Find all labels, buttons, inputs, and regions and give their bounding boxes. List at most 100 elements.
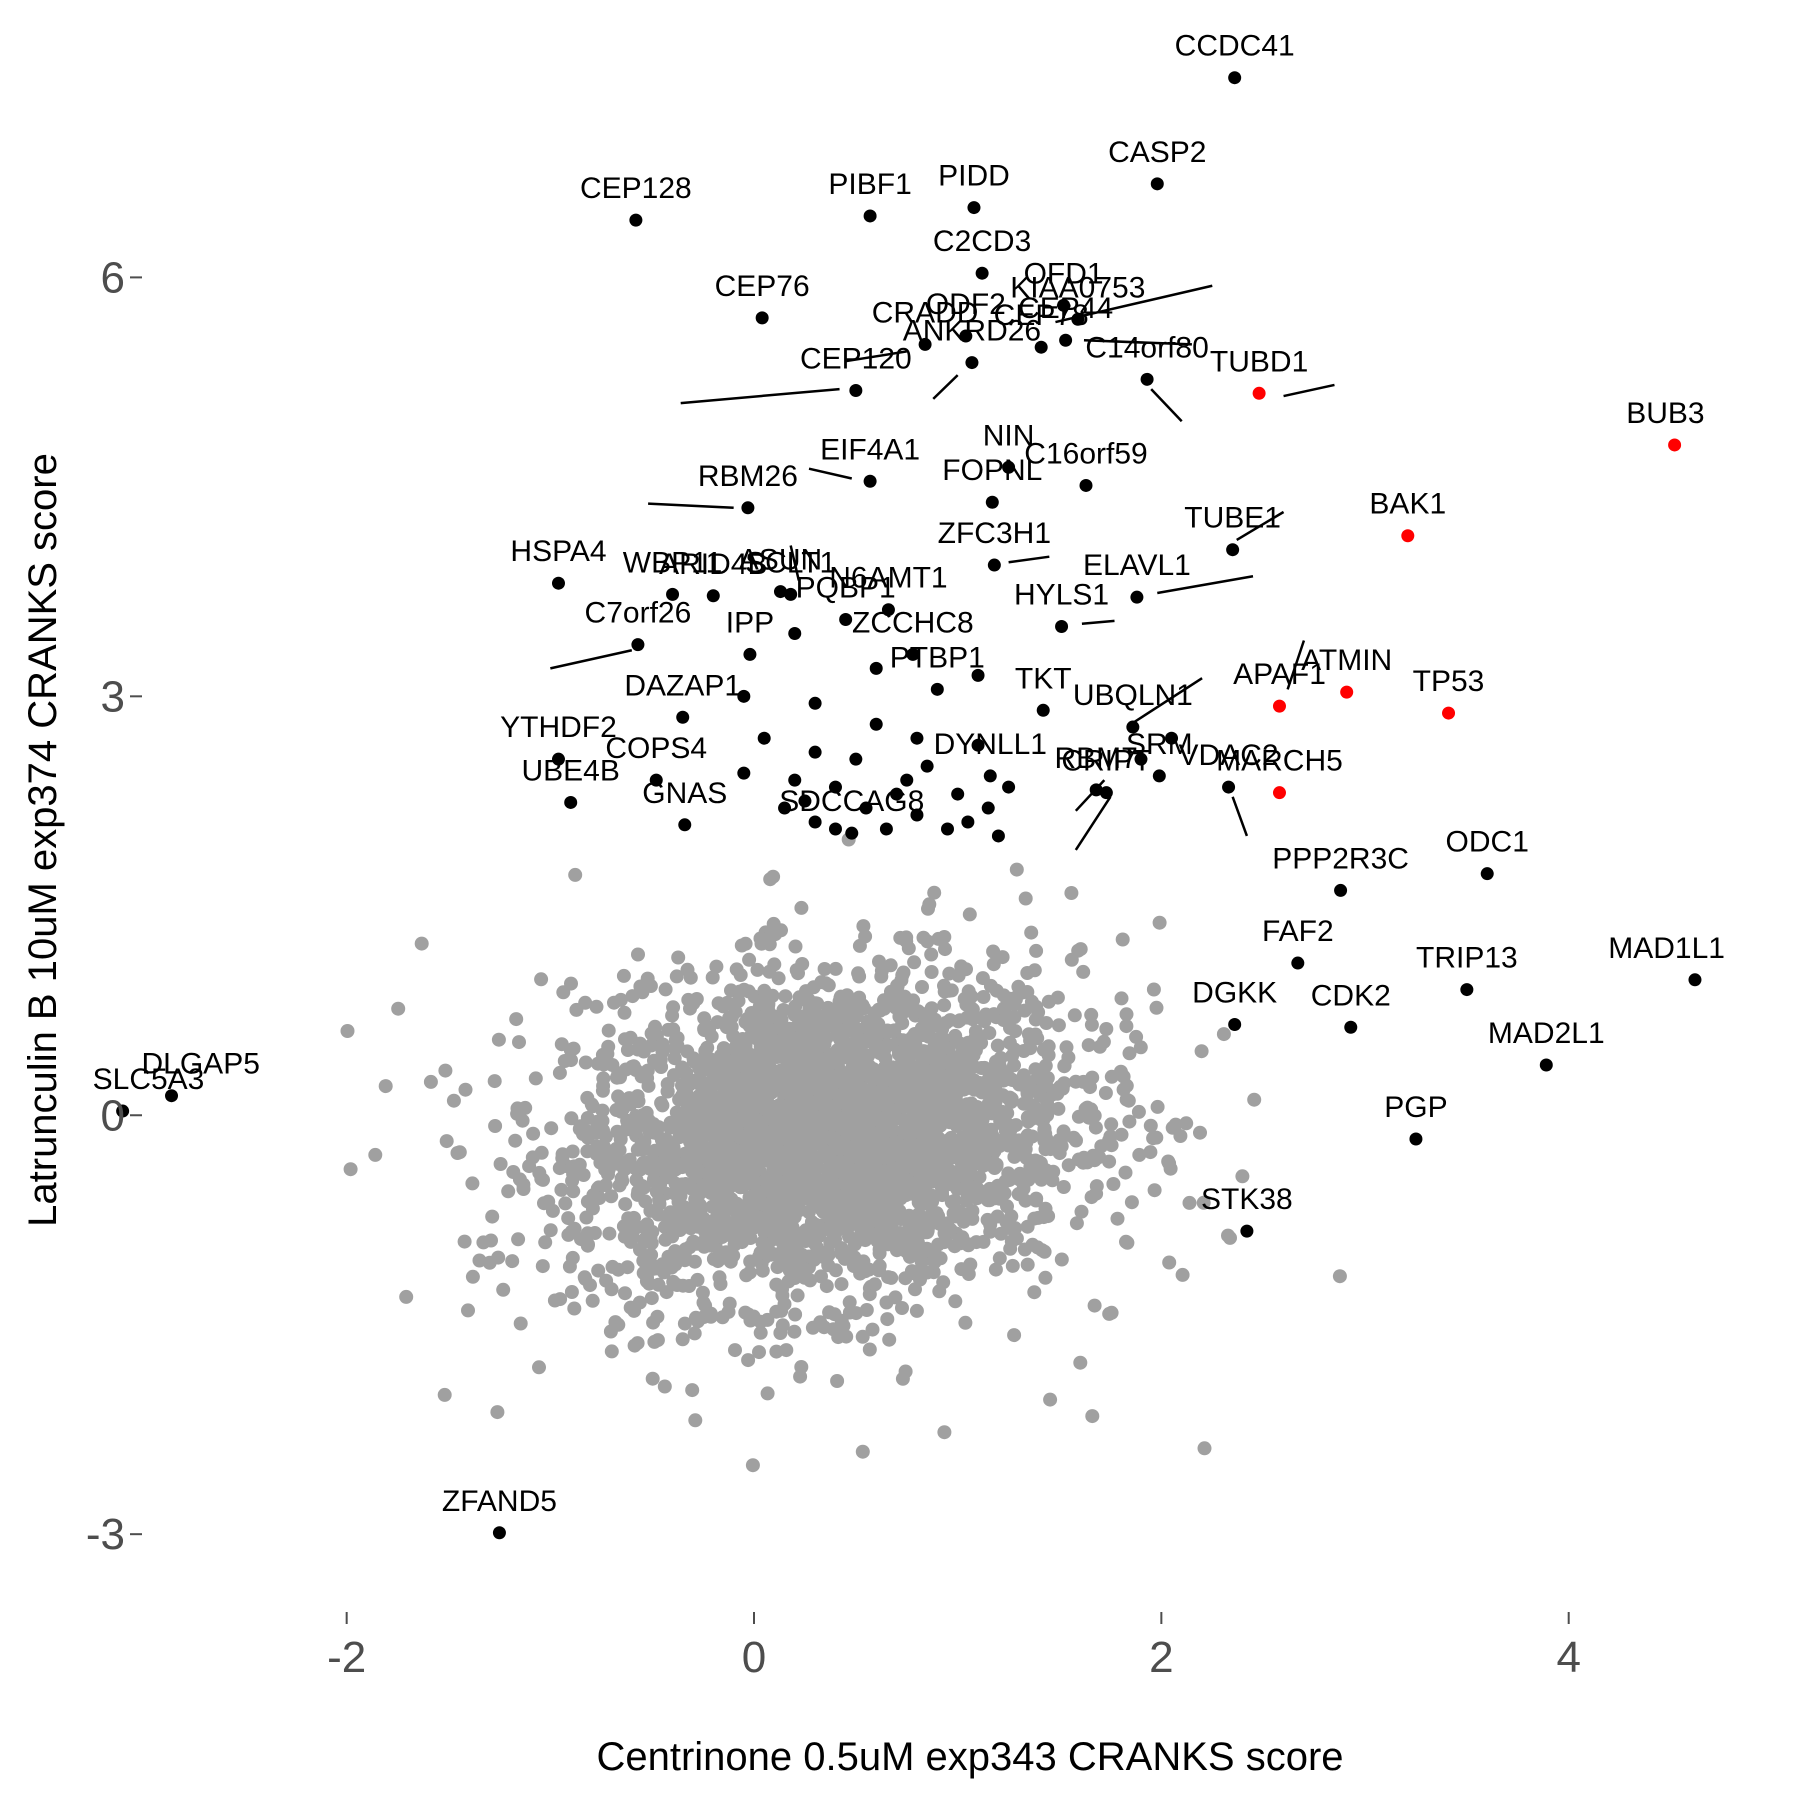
gene-label-bub3: BUB3: [1626, 397, 1704, 430]
background-point: [830, 1374, 845, 1388]
background-point: [1197, 1441, 1212, 1456]
background-point: [911, 1004, 926, 1019]
background-point: [532, 1360, 546, 1375]
leader-line: [1150, 388, 1183, 423]
gene-label-dazap1: DAZAP1: [624, 669, 741, 702]
hit-point: [849, 752, 863, 766]
background-point: [1129, 1029, 1144, 1044]
background-point: [589, 999, 604, 1014]
hit-point: [920, 759, 934, 773]
background-point: [742, 1161, 757, 1176]
background-point: [439, 1134, 454, 1149]
background-point: [1149, 1000, 1164, 1015]
background-point: [838, 1138, 853, 1153]
hit-point: [788, 626, 802, 640]
background-point: [901, 941, 916, 956]
gene-label-nin: NIN: [983, 419, 1035, 452]
gene-point-cep78: [1034, 340, 1048, 354]
gene-label-elavl1: ELAVL1: [1083, 549, 1191, 582]
gene-label-zfc3h1: ZFC3H1: [938, 517, 1051, 550]
gene-label-apaf1: APAF1: [1233, 658, 1326, 691]
background-point: [776, 1003, 791, 1017]
background-point: [581, 1237, 595, 1252]
background-point: [700, 1152, 715, 1167]
gene-label-eif4a1: EIF4A1: [820, 433, 920, 466]
gene-label-ube4b: UBE4B: [522, 754, 620, 787]
background-point: [399, 1289, 414, 1304]
background-point: [937, 1425, 952, 1440]
hit-point: [910, 808, 924, 822]
background-point: [487, 1074, 502, 1089]
background-point: [493, 1157, 508, 1171]
background-point: [813, 1315, 828, 1330]
gene-point-c14orf80: [1140, 372, 1154, 386]
background-point: [631, 1119, 646, 1134]
background-point: [963, 1107, 978, 1122]
background-point: [1013, 1077, 1028, 1092]
background-point: [630, 1187, 645, 1202]
background-point: [817, 1037, 832, 1052]
background-point: [660, 1084, 675, 1099]
background-point: [909, 1303, 924, 1318]
background-point: [899, 930, 914, 945]
background-point: [1106, 1177, 1121, 1191]
y-axis: -3 0 3 6: [86, 253, 142, 1559]
background-point: [726, 1110, 741, 1125]
hit-point: [869, 717, 883, 731]
background-point: [890, 1176, 905, 1191]
background-point: [1020, 1257, 1035, 1272]
background-point: [908, 1176, 922, 1191]
hit-point: [808, 696, 822, 710]
background-point: [564, 1285, 579, 1299]
background-point: [1007, 1010, 1022, 1025]
gene-label-march5: MARCH5: [1216, 745, 1343, 778]
gene-label-tkt: TKT: [1015, 662, 1072, 695]
gene-point-apaf1: [1272, 699, 1286, 713]
hit-point: [828, 780, 842, 794]
background-point: [461, 1303, 475, 1318]
gene-point-slc5a3: [116, 1104, 130, 1118]
background-point: [713, 1155, 728, 1170]
background-point: [618, 1286, 632, 1301]
background-point: [992, 1251, 1007, 1266]
background-point: [772, 1212, 787, 1227]
background-point: [982, 1193, 997, 1208]
leader-line: [550, 649, 633, 670]
gene-label-stk38: STK38: [1201, 1183, 1293, 1216]
background-point: [699, 1048, 714, 1063]
background-point: [928, 1124, 943, 1139]
background-point: [623, 1234, 638, 1249]
background-point: [764, 1247, 779, 1262]
background-point: [906, 1266, 921, 1281]
background-point: [620, 1043, 635, 1057]
background-point: [1064, 886, 1079, 900]
gene-point-ubqln1: [1126, 720, 1140, 734]
background-point: [721, 1173, 736, 1188]
background-point: [986, 957, 1001, 972]
background-point: [702, 1021, 717, 1036]
leader-line: [789, 545, 801, 581]
hit-point: [778, 801, 792, 815]
background-point: [918, 1225, 933, 1240]
background-point: [934, 1153, 948, 1168]
background-point: [1152, 915, 1167, 930]
background-point: [767, 957, 782, 972]
background-point: [909, 1163, 923, 1178]
background-point: [794, 900, 809, 915]
background-point: [1147, 1183, 1162, 1198]
background-point: [733, 1130, 748, 1145]
gene-point-zcchc8: [906, 647, 920, 661]
background-point: [778, 989, 793, 1004]
gene-label-ppp2r3c: PPP2R3C: [1272, 842, 1409, 875]
background-point: [1119, 1019, 1134, 1034]
background-point: [842, 1019, 856, 1033]
gene-point-arid4b: [706, 589, 720, 603]
background-point: [1027, 1285, 1042, 1300]
background-point: [465, 1176, 480, 1191]
background-point: [627, 1161, 642, 1176]
background-point: [1046, 1164, 1061, 1179]
background-point: [935, 1100, 950, 1114]
background-point: [768, 927, 783, 942]
background-point: [508, 1133, 523, 1148]
background-point: [1114, 991, 1129, 1006]
